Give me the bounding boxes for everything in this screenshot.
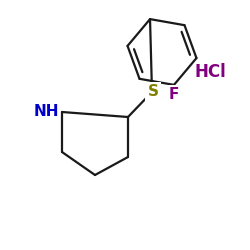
Text: F: F [169,87,179,102]
Text: NH: NH [33,104,59,120]
Text: S: S [148,84,158,100]
Text: HCl: HCl [194,63,226,81]
